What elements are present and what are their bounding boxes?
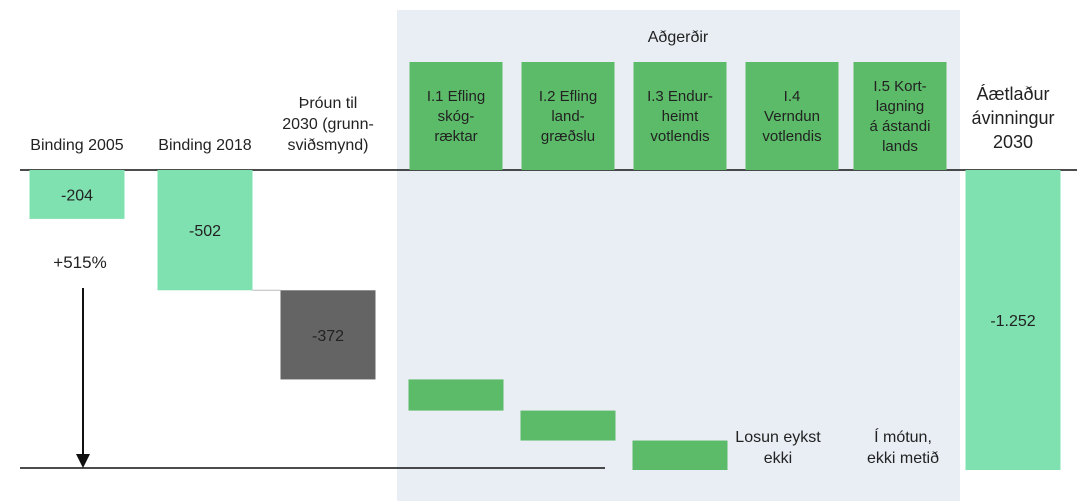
category-label: I.4 Verndun votlendis (762, 88, 821, 145)
group-label: Aðgerðir (648, 29, 709, 46)
action-header (633, 62, 727, 170)
action-header (745, 62, 839, 170)
category-label: Áætlaður ávinningur 2030 (971, 84, 1054, 152)
value-label: -1.252 (990, 313, 1035, 330)
annotation: +515% (53, 253, 106, 272)
bar (157, 170, 253, 291)
category-label: I.1 Efling skóg-ræktar (427, 88, 485, 145)
action-header (853, 62, 947, 170)
annotation: Losun eykst ekki (735, 429, 821, 467)
bar (408, 379, 504, 411)
arrow-head (76, 454, 90, 468)
value-label: -204 (61, 187, 93, 204)
bar (520, 410, 616, 441)
category-label: Binding 2005 (30, 137, 124, 154)
bar (29, 170, 125, 219)
category-label: Þróun til 2030 (grunn-sviðsmynd) (282, 95, 374, 154)
bar (280, 290, 376, 380)
category-label: I.3 Endur-heimt votlendis (647, 88, 713, 145)
category-label: Binding 2018 (158, 137, 252, 154)
value-label: -502 (189, 223, 221, 240)
action-header (521, 62, 615, 170)
category-label: I.2 Efling land-græðslu (539, 88, 597, 145)
action-header (409, 62, 503, 170)
bar (965, 170, 1061, 470)
value-label: -372 (312, 328, 344, 345)
category-label: I.5 Kort-lagning á ástandi lands (870, 78, 931, 155)
annotation: Í mótun, ekki metið (867, 427, 939, 467)
bar (632, 440, 728, 470)
